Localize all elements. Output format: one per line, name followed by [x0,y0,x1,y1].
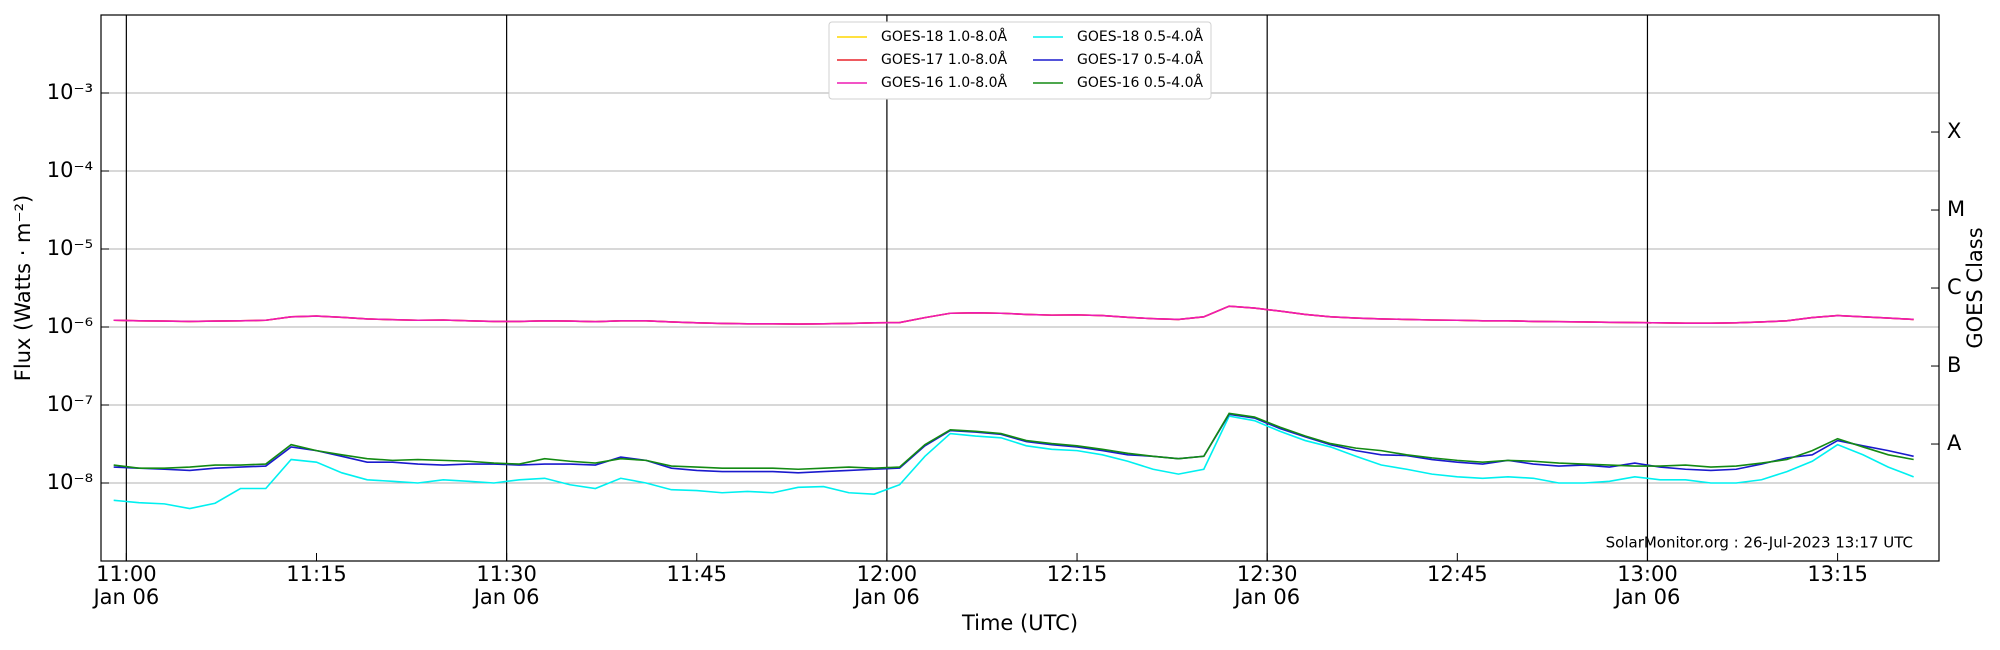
annotation: SolarMonitor.org : 26-Jul-2023 13:17 UTC [1606,534,1913,552]
x-tick-label: 11:30 [476,562,537,586]
x-tick-label: 12:30 [1237,562,1298,586]
y-tick-label: 10⁻⁴ [47,158,93,182]
x-tick-label: Jan 06 [1613,585,1681,609]
y2-axis-label: GOES Class [1963,227,1987,348]
y-tick-label: 10⁻³ [47,80,93,104]
x-tick-label: Jan 06 [1232,585,1300,609]
legend-label: GOES-17 1.0-8.0Å [881,51,1007,68]
legend-box [828,21,1212,100]
x-tick-label: 13:15 [1807,562,1868,586]
y2-tick-label: X [1947,119,1961,143]
legend-label: GOES-18 1.0-8.0Å [881,28,1007,45]
y2-tick-label: M [1947,197,1965,221]
series-line [113,413,1914,474]
y2-tick-label: C [1947,275,1962,299]
legend-label: GOES-18 0.5-4.0Å [1077,28,1203,45]
x-tick-label: Jan 06 [91,585,159,609]
y-axis-label: Flux (Watts · m⁻²) [11,195,35,381]
x-tick-label: 12:00 [857,562,918,586]
x-tick-label: Jan 06 [472,585,540,609]
series-line [113,415,1914,510]
x-tick-label: 12:15 [1047,562,1108,586]
x-tick-label: 11:15 [286,562,347,586]
legend-label: GOES-17 0.5-4.0Å [1077,51,1203,68]
x-axis-label: Time (UTC) [961,611,1078,635]
y2-tick-label: B [1947,353,1961,377]
y2-tick-label: A [1947,431,1962,455]
series-line [113,305,1914,325]
legend: GOES-18 1.0-8.0Å GOES-17 1.0-8.0Å GOES-16 … [828,21,1212,100]
plot-frame [100,14,1940,562]
x-tick-label: 11:45 [666,562,727,586]
x-tick-label: 13:00 [1617,562,1678,586]
legend-label: GOES-16 0.5-4.0Å [1077,74,1203,91]
y-tick-label: 10⁻⁸ [47,470,93,494]
x-tick-label: 12:45 [1427,562,1488,586]
series-line [113,412,1914,471]
x-tick-label: Jan 06 [852,585,920,609]
y-tick-label: 10⁻⁷ [47,392,93,416]
y-tick-label: 10⁻⁵ [47,236,93,260]
y-tick-label: 10⁻⁶ [47,314,93,338]
legend-label: GOES-16 1.0-8.0Å [881,74,1007,91]
x-tick-label: 11:00 [96,562,157,586]
